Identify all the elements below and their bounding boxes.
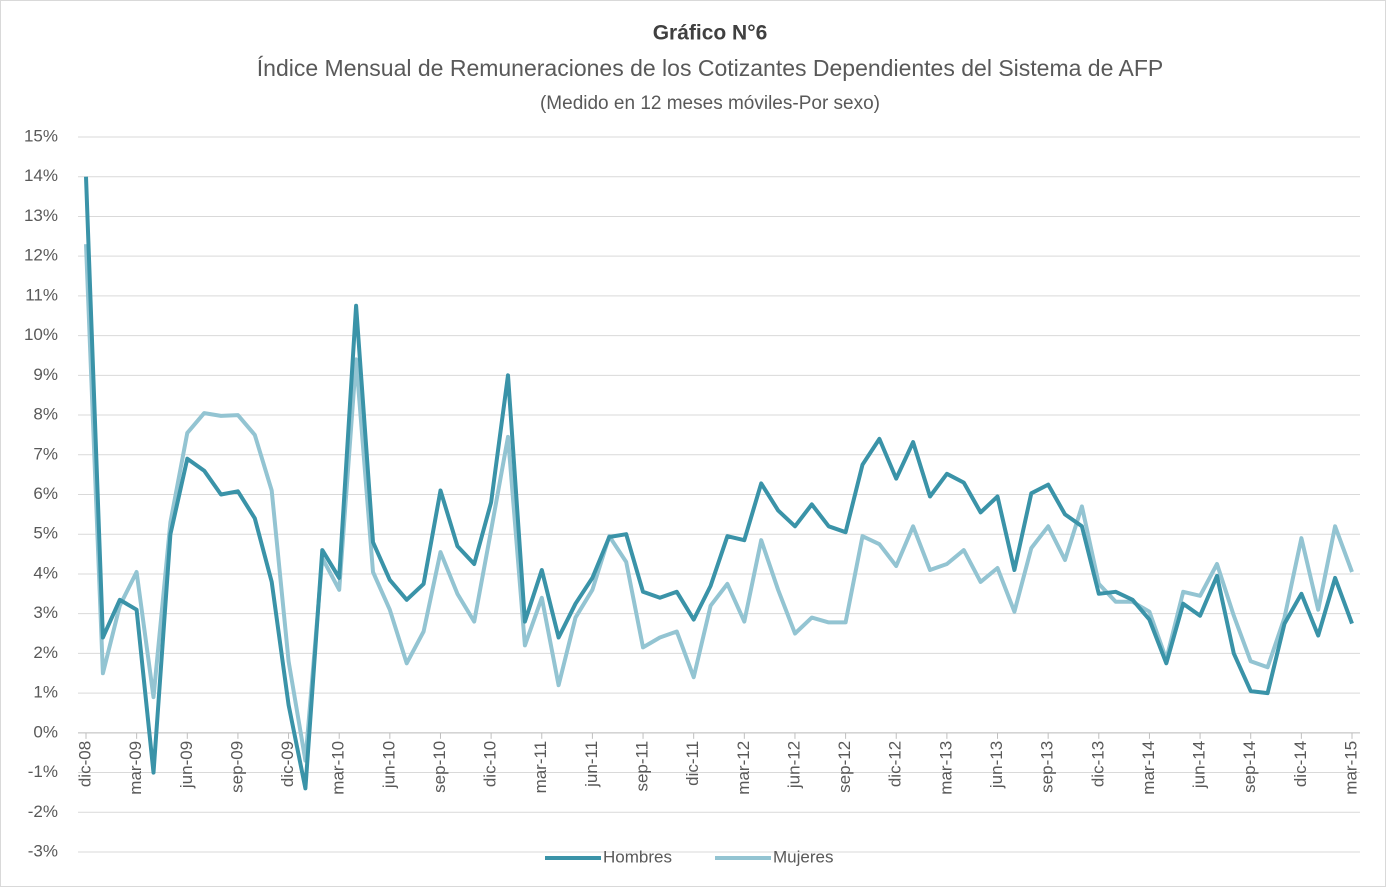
x-tick-label: mar-13 bbox=[936, 741, 955, 795]
y-tick-label: 15% bbox=[24, 126, 58, 145]
y-tick-label: 9% bbox=[33, 365, 58, 384]
series-line bbox=[84, 176, 1354, 791]
x-tick-label: sep-14 bbox=[1240, 741, 1259, 793]
x-tick-label: dic-11 bbox=[683, 741, 702, 786]
x-tick-label: dic-13 bbox=[1088, 741, 1107, 787]
y-tick-label: -3% bbox=[28, 841, 58, 860]
x-tick-label: jun-14 bbox=[1190, 741, 1209, 789]
x-tick-label: sep-09 bbox=[227, 741, 246, 793]
x-tick-label: dic-08 bbox=[75, 741, 94, 787]
x-tick-label: jun-10 bbox=[379, 741, 398, 789]
x-tick-label: sep-13 bbox=[1038, 741, 1057, 793]
x-tick-label: mar-10 bbox=[329, 741, 348, 795]
x-tick-label: jun-12 bbox=[784, 741, 803, 789]
x-tick-label: jun-11 bbox=[582, 741, 601, 788]
chart-title: Gráfico N°6 bbox=[653, 22, 768, 45]
x-tick-label: dic-14 bbox=[1291, 741, 1310, 787]
y-tick-label: 6% bbox=[33, 484, 58, 503]
y-tick-label: 11% bbox=[25, 285, 58, 304]
x-tick-label: jun-13 bbox=[987, 741, 1006, 789]
x-tick-label: sep-11 bbox=[633, 741, 652, 792]
y-tick-label: 13% bbox=[24, 206, 58, 225]
y-tick-label: -1% bbox=[28, 762, 58, 781]
chart-note: (Medido en 12 meses móviles-Por sexo) bbox=[540, 93, 880, 114]
x-tick-label: dic-12 bbox=[886, 741, 905, 787]
y-tick-label: 10% bbox=[24, 325, 58, 344]
y-tick-label: 0% bbox=[33, 722, 58, 741]
y-tick-label: 3% bbox=[33, 603, 58, 622]
x-tick-label: dic-10 bbox=[481, 741, 500, 787]
x-tick-label: jun-09 bbox=[177, 741, 196, 789]
chart-subtitle: Índice Mensual de Remuneraciones de los … bbox=[257, 55, 1163, 81]
y-tick-label: -2% bbox=[28, 802, 58, 821]
x-tick-label: mar-14 bbox=[1139, 741, 1158, 795]
x-tick-label: dic-09 bbox=[278, 741, 297, 787]
legend-label: Mujeres bbox=[773, 847, 833, 866]
legend-label: Hombres bbox=[603, 847, 672, 866]
y-tick-label: 2% bbox=[33, 643, 58, 662]
y-tick-label: 14% bbox=[24, 166, 58, 185]
x-tick-label: mar-09 bbox=[126, 741, 145, 795]
y-tick-label: 1% bbox=[33, 683, 58, 702]
x-tick-label: mar-12 bbox=[734, 741, 753, 795]
y-tick-label: 8% bbox=[33, 405, 58, 424]
y-tick-label: 12% bbox=[24, 246, 58, 265]
y-tick-label: 7% bbox=[33, 444, 58, 463]
x-tick-label: sep-10 bbox=[430, 741, 449, 793]
y-tick-label: 4% bbox=[33, 563, 58, 582]
x-tick-label: mar-11 bbox=[531, 741, 550, 794]
x-tick-label: sep-12 bbox=[835, 741, 854, 793]
x-tick-label: mar-15 bbox=[1341, 741, 1360, 795]
y-tick-label: 5% bbox=[33, 524, 58, 543]
